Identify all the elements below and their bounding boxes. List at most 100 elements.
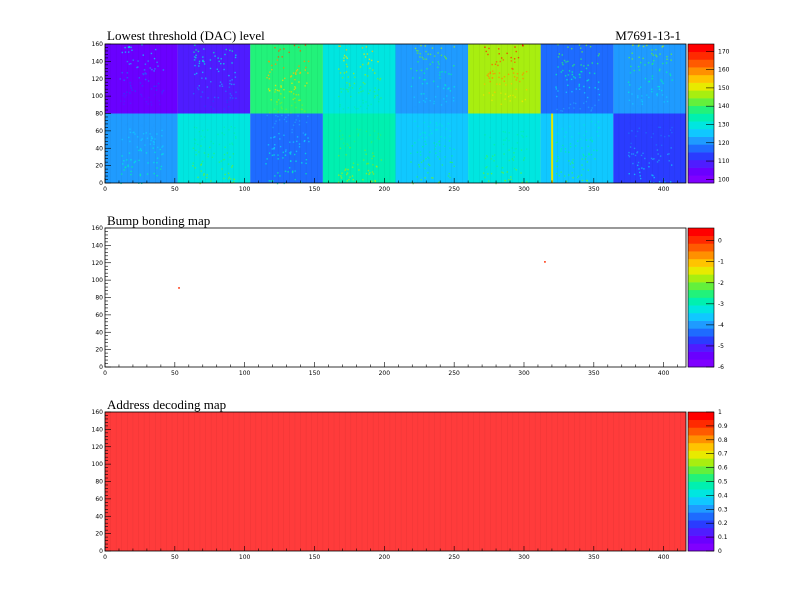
pixel-speckle — [658, 181, 661, 183]
pixel-speckle — [581, 179, 584, 182]
pixel-speckle — [122, 94, 124, 97]
pixel-speckle — [658, 88, 661, 90]
pixel-speckle — [150, 88, 153, 90]
pixel-speckle — [571, 161, 573, 163]
pixel-speckle — [161, 153, 163, 156]
pixel-speckle — [569, 125, 571, 128]
pixel-speckle — [662, 62, 664, 65]
pixel-speckle — [577, 140, 579, 142]
pixel-speckle — [424, 101, 426, 103]
pixel-speckle — [129, 85, 132, 87]
pixel-speckle — [357, 133, 359, 135]
pixel-speckle — [343, 54, 346, 57]
pixel-speckle — [279, 102, 281, 105]
pixel-speckle — [495, 182, 497, 185]
pixel-speckle — [627, 122, 630, 125]
pixel-speckle — [560, 148, 563, 150]
pixel-speckle — [412, 77, 414, 79]
pixel-speckle — [367, 92, 370, 95]
color-tick-label: -6 — [718, 364, 724, 371]
pixel-speckle — [274, 175, 276, 177]
y-tick-label: 120 — [92, 76, 104, 83]
color-swatch — [688, 297, 714, 306]
pixel-speckle — [525, 70, 528, 73]
pixel-speckle — [505, 84, 507, 86]
pixel-speckle — [197, 115, 199, 118]
pixel-speckle — [217, 96, 220, 99]
pixel-speckle — [492, 73, 494, 75]
pixel-speckle — [285, 149, 287, 151]
pixel-speckle — [503, 113, 506, 116]
pixel-speckle — [561, 110, 564, 112]
pixel-speckle — [555, 86, 557, 88]
pixel-speckle — [557, 44, 559, 46]
pixel-speckle — [374, 180, 377, 183]
x-tick-label: 0 — [103, 186, 107, 193]
pixel-speckle — [488, 47, 490, 50]
pixel-speckle — [144, 72, 146, 74]
pixel-speckle — [629, 72, 632, 74]
pixel-speckle — [659, 53, 661, 55]
pixel-speckle — [304, 69, 306, 71]
x-tick-label: 250 — [448, 370, 460, 377]
pixel-speckle — [659, 155, 662, 157]
pixel-speckle — [195, 127, 198, 129]
pixel-speckle — [572, 162, 574, 164]
pixel-speckle — [145, 109, 147, 111]
pixel-speckle — [515, 50, 517, 53]
pixel-speckle — [659, 68, 661, 71]
pixel-speckle — [420, 179, 422, 181]
pixel-speckle — [232, 97, 234, 99]
pixel-speckle — [162, 145, 164, 147]
pixel-speckle — [228, 74, 230, 77]
pixel-speckle — [583, 85, 585, 88]
pixel-speckle — [522, 136, 524, 138]
color-tick-label: 0.4 — [718, 492, 728, 499]
pixel-speckle — [148, 96, 150, 99]
pixel-speckle — [410, 67, 412, 70]
pixel-speckle — [449, 147, 451, 149]
pixel-speckle — [509, 94, 511, 97]
pixel-speckle — [274, 63, 277, 65]
pixel-speckle — [355, 108, 357, 110]
pixel-speckle — [290, 151, 292, 153]
pixel-speckle — [142, 133, 145, 135]
pixel-speckle — [128, 46, 131, 48]
pixel-speckle — [155, 85, 157, 87]
pixel-speckle — [139, 148, 142, 150]
pixel-speckle — [441, 108, 443, 110]
pixel-speckle — [497, 126, 499, 128]
pixel-speckle — [574, 102, 577, 105]
pixel-speckle — [365, 130, 368, 133]
pixel-speckle — [157, 82, 160, 85]
pixel-speckle — [569, 163, 572, 165]
y-tick-label: 120 — [92, 444, 104, 451]
pixel-speckle — [507, 95, 510, 98]
pixel-speckle — [369, 172, 371, 174]
pixel-speckle — [299, 71, 302, 74]
color-scale-frame — [687, 43, 715, 184]
pixel-speckle — [669, 74, 672, 77]
pixel-speckle — [424, 78, 426, 81]
pixel-speckle — [349, 146, 351, 149]
pixel-speckle — [342, 137, 344, 140]
pixel-speckle — [562, 69, 564, 72]
pixel-speckle — [304, 44, 307, 46]
pixel-speckle — [443, 145, 446, 147]
pixel-speckle — [416, 49, 418, 52]
pixel-speckle — [192, 165, 194, 167]
pixel-speckle — [130, 87, 132, 89]
pixel-speckle — [379, 77, 382, 80]
pixel-speckle — [583, 92, 586, 94]
pixel-speckle — [271, 64, 273, 67]
pixel-speckle — [661, 80, 663, 83]
pixel-speckle — [121, 51, 123, 54]
pixel-speckle — [202, 59, 204, 62]
pixel-speckle — [278, 50, 280, 52]
pixel-speckle — [287, 114, 290, 116]
pixel-speckle — [298, 143, 301, 145]
pixel-speckle — [652, 54, 654, 56]
pixel-speckle — [435, 129, 437, 131]
pixel-speckle — [342, 108, 345, 110]
pixel-speckle — [641, 103, 644, 105]
